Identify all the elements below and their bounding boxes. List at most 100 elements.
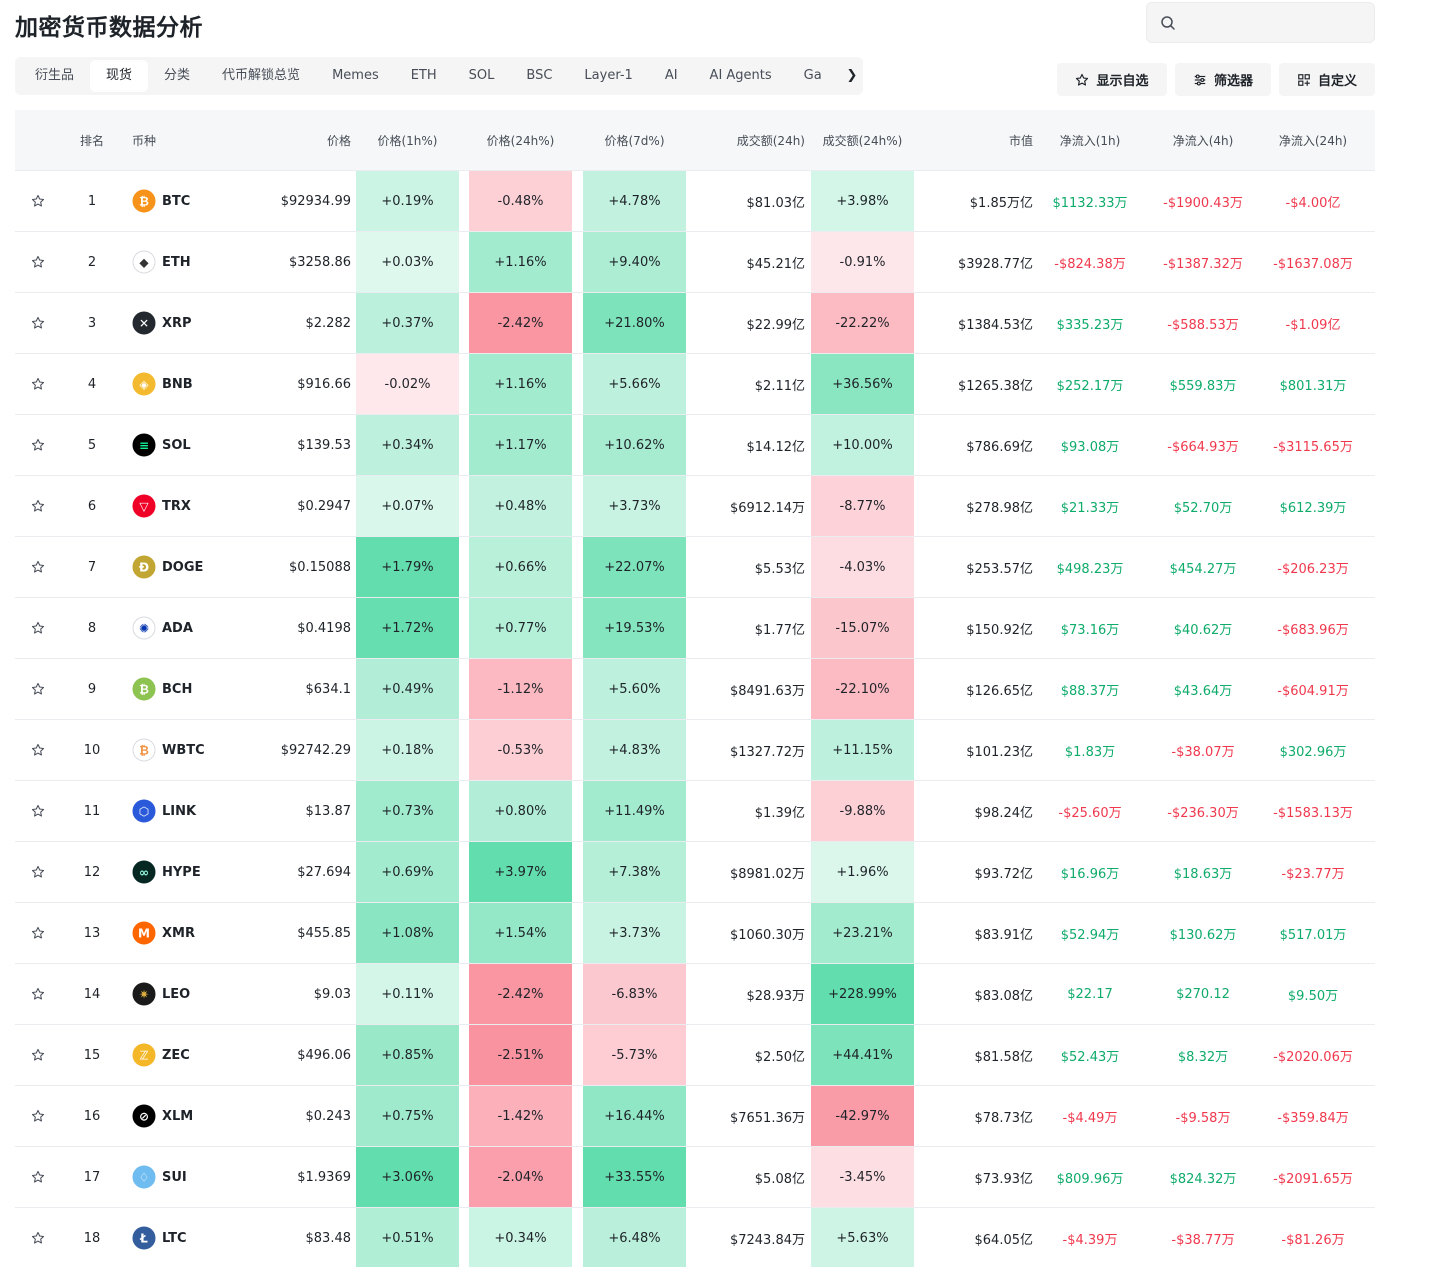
coin[interactable]: ₿ BCH bbox=[132, 659, 262, 719]
svg-text:♢: ♢ bbox=[139, 1171, 150, 1185]
table-row[interactable]: 14 ✷ LEO $9.03 +0.11% -2.42% -6.83% $28.93万 +228… bbox=[15, 964, 1375, 1025]
table-row[interactable]: 6 ▽ TRX $0.2947 +0.07% +0.48% +3.73% $6912.14万 -… bbox=[15, 476, 1375, 537]
coin[interactable]: ∞ HYPE bbox=[132, 842, 262, 902]
coin[interactable]: ℤ ZEC bbox=[132, 1025, 262, 1085]
favorite-star-button[interactable] bbox=[15, 1147, 61, 1207]
header-price-1h[interactable]: 价格(1h%) bbox=[377, 133, 438, 148]
table-row[interactable]: 4 ◈ BNB $916.66 -0.02% +1.16% +5.66% $2.11亿 +36.… bbox=[15, 354, 1375, 415]
chevron-right-icon[interactable]: ❯ bbox=[845, 67, 859, 85]
price-change-1h: +0.37% bbox=[356, 293, 459, 353]
coin[interactable]: ▽ TRX bbox=[132, 476, 262, 536]
table-row[interactable]: 7 Ð DOGE $0.15088 +1.79% +0.66% +22.07% $5.53亿 -… bbox=[15, 537, 1375, 598]
favorite-star-button[interactable] bbox=[15, 1086, 61, 1146]
tab-5[interactable]: ETH bbox=[410, 68, 437, 83]
header-volume-change-24h[interactable]: 成交额(24h%) bbox=[822, 133, 903, 148]
table-row[interactable]: 17 ♢ SUI $1.9369 +3.06% -2.04% +33.55% $5.08亿 -3… bbox=[15, 1147, 1375, 1208]
favorite-star-button[interactable] bbox=[15, 720, 61, 780]
tab-11[interactable]: Ga bbox=[803, 68, 822, 83]
customize-button[interactable]: 自定义 bbox=[1279, 63, 1375, 96]
table-row[interactable]: 10 ₿ WBTC $92742.29 +0.18% -0.53% +4.83% $1327.… bbox=[15, 720, 1375, 781]
tab-10[interactable]: AI Agents bbox=[709, 68, 772, 83]
header-volume-24h[interactable]: 成交额(24h) bbox=[736, 133, 805, 148]
tab-4[interactable]: Memes bbox=[332, 68, 379, 83]
volume-24h: $2.11亿 bbox=[754, 378, 805, 394]
table-row[interactable]: 9 ₿ BCH $634.1 +0.49% -1.12% +5.60% $8491.63万 -2… bbox=[15, 659, 1375, 720]
coin[interactable]: ⊘ XLM bbox=[132, 1086, 262, 1146]
favorite-star-button[interactable] bbox=[15, 842, 61, 902]
coin[interactable]: ⬡ LINK bbox=[132, 781, 262, 841]
tab-6[interactable]: SOL bbox=[468, 68, 495, 83]
favorite-star-button[interactable] bbox=[15, 964, 61, 1024]
table-row[interactable]: 11 ⬡ LINK $13.87 +0.73% +0.80% +11.49% $1.39亿 -9… bbox=[15, 781, 1375, 842]
header-market-cap[interactable]: 市值 bbox=[1008, 133, 1033, 148]
coin[interactable]: Ð DOGE bbox=[132, 537, 262, 597]
table-row[interactable]: 12 ∞ HYPE $27.694 +0.69% +3.97% +7.38% $8981.02… bbox=[15, 842, 1375, 903]
tab-7[interactable]: BSC bbox=[526, 68, 553, 83]
volume-change-24h: -22.10% bbox=[811, 659, 914, 719]
tab-1[interactable]: 现货 bbox=[90, 60, 149, 92]
coin[interactable]: Ł LTC bbox=[132, 1208, 262, 1267]
favorite-star-button[interactable] bbox=[15, 537, 61, 597]
header-price[interactable]: 价格 bbox=[326, 133, 351, 148]
coin[interactable]: ₿ WBTC bbox=[132, 720, 262, 780]
favorite-star-button[interactable] bbox=[15, 293, 61, 353]
coin[interactable]: ≡ SOL bbox=[132, 415, 262, 475]
coin[interactable]: ✷ LEO bbox=[132, 964, 262, 1024]
header-price-24h[interactable]: 价格(24h%) bbox=[486, 133, 555, 148]
search-box[interactable] bbox=[1146, 2, 1375, 43]
favorite-star-button[interactable] bbox=[15, 354, 61, 414]
rank: 18 bbox=[83, 1230, 101, 1246]
svg-text:∞: ∞ bbox=[139, 866, 149, 880]
favorite-star-button[interactable] bbox=[15, 476, 61, 536]
table-row[interactable]: 18 Ł LTC $83.48 +0.51% +0.34% +6.48% $7243.84万 +… bbox=[15, 1208, 1375, 1267]
table-row[interactable]: 2 ◆ ETH $3258.86 +0.03% +1.16% +9.40% $45.21亿 -0… bbox=[15, 232, 1375, 293]
coin[interactable]: ◈ BNB bbox=[132, 354, 262, 414]
coin[interactable]: ◆ ETH bbox=[132, 232, 262, 292]
rank: 16 bbox=[83, 1108, 101, 1124]
show-watchlist-button[interactable]: 显示自选 bbox=[1057, 63, 1167, 96]
table-row[interactable]: 8 ✺ ADA $0.4198 +1.72% +0.77% +19.53% $1.77亿 -15… bbox=[15, 598, 1375, 659]
page-title: 加密货币数据分析 bbox=[15, 15, 203, 41]
table-row[interactable]: 15 ℤ ZEC $496.06 +0.85% -2.51% -5.73% $2.50亿 +44… bbox=[15, 1025, 1375, 1086]
favorite-star-button[interactable] bbox=[15, 903, 61, 963]
tab-9[interactable]: AI bbox=[664, 68, 678, 83]
favorite-star-button[interactable] bbox=[15, 232, 61, 292]
header-netflow-1h[interactable]: 净流入(1h) bbox=[1059, 133, 1121, 148]
favorite-star-button[interactable] bbox=[15, 1025, 61, 1085]
market-cap: $253.57亿 bbox=[966, 561, 1033, 577]
header-rank[interactable]: 排名 bbox=[79, 133, 104, 148]
header-coin[interactable]: 币种 bbox=[132, 133, 157, 148]
tab-8[interactable]: Layer-1 bbox=[584, 68, 633, 83]
favorite-star-button[interactable] bbox=[15, 781, 61, 841]
price: $0.15088 bbox=[288, 559, 351, 575]
coin[interactable]: ₿ BTC bbox=[132, 171, 262, 231]
tab-2[interactable]: 分类 bbox=[164, 68, 191, 83]
star-outline-icon bbox=[31, 316, 45, 329]
coin[interactable]: ✕ XRP bbox=[132, 293, 262, 353]
header-netflow-4h[interactable]: 净流入(4h) bbox=[1172, 133, 1234, 148]
coin-eth-icon: ◆ bbox=[132, 250, 156, 274]
filter-button[interactable]: 筛选器 bbox=[1175, 63, 1271, 96]
table-row[interactable]: 1 ₿ BTC $92934.99 +0.19% -0.48% +4.78% $81.03亿 +… bbox=[15, 171, 1375, 232]
price-change-1h: +0.85% bbox=[356, 1025, 459, 1085]
header-price-7d[interactable]: 价格(7d%) bbox=[604, 133, 665, 148]
favorite-star-button[interactable] bbox=[15, 415, 61, 475]
price-change-1h: +0.49% bbox=[356, 659, 459, 719]
table-row[interactable]: 13 M XMR $455.85 +1.08% +1.54% +3.73% $1060.30万… bbox=[15, 903, 1375, 964]
tab-0[interactable]: 衍生品 bbox=[35, 68, 75, 83]
search-input[interactable] bbox=[1187, 11, 1367, 35]
coin[interactable]: ♢ SUI bbox=[132, 1147, 262, 1207]
table-row[interactable]: 16 ⊘ XLM $0.243 +0.75% -1.42% +16.44% $7651.36万… bbox=[15, 1086, 1375, 1147]
favorite-star-button[interactable] bbox=[15, 659, 61, 719]
table-row[interactable]: 3 ✕ XRP $2.282 +0.37% -2.42% +21.80% $22.99亿 -22… bbox=[15, 293, 1375, 354]
coin[interactable]: M XMR bbox=[132, 903, 262, 963]
market-cap: $101.23亿 bbox=[966, 744, 1033, 760]
favorite-star-button[interactable] bbox=[15, 598, 61, 658]
header-netflow-24h[interactable]: 净流入(24h) bbox=[1278, 133, 1348, 148]
coin[interactable]: ✺ ADA bbox=[132, 598, 262, 658]
tab-3[interactable]: 代币解锁总览 bbox=[222, 68, 301, 83]
favorite-star-button[interactable] bbox=[15, 171, 61, 231]
market-cap: $3928.77亿 bbox=[957, 256, 1033, 272]
favorite-star-button[interactable] bbox=[15, 1208, 61, 1267]
table-row[interactable]: 5 ≡ SOL $139.53 +0.34% +1.17% +10.62% $14.12亿 +1… bbox=[15, 415, 1375, 476]
